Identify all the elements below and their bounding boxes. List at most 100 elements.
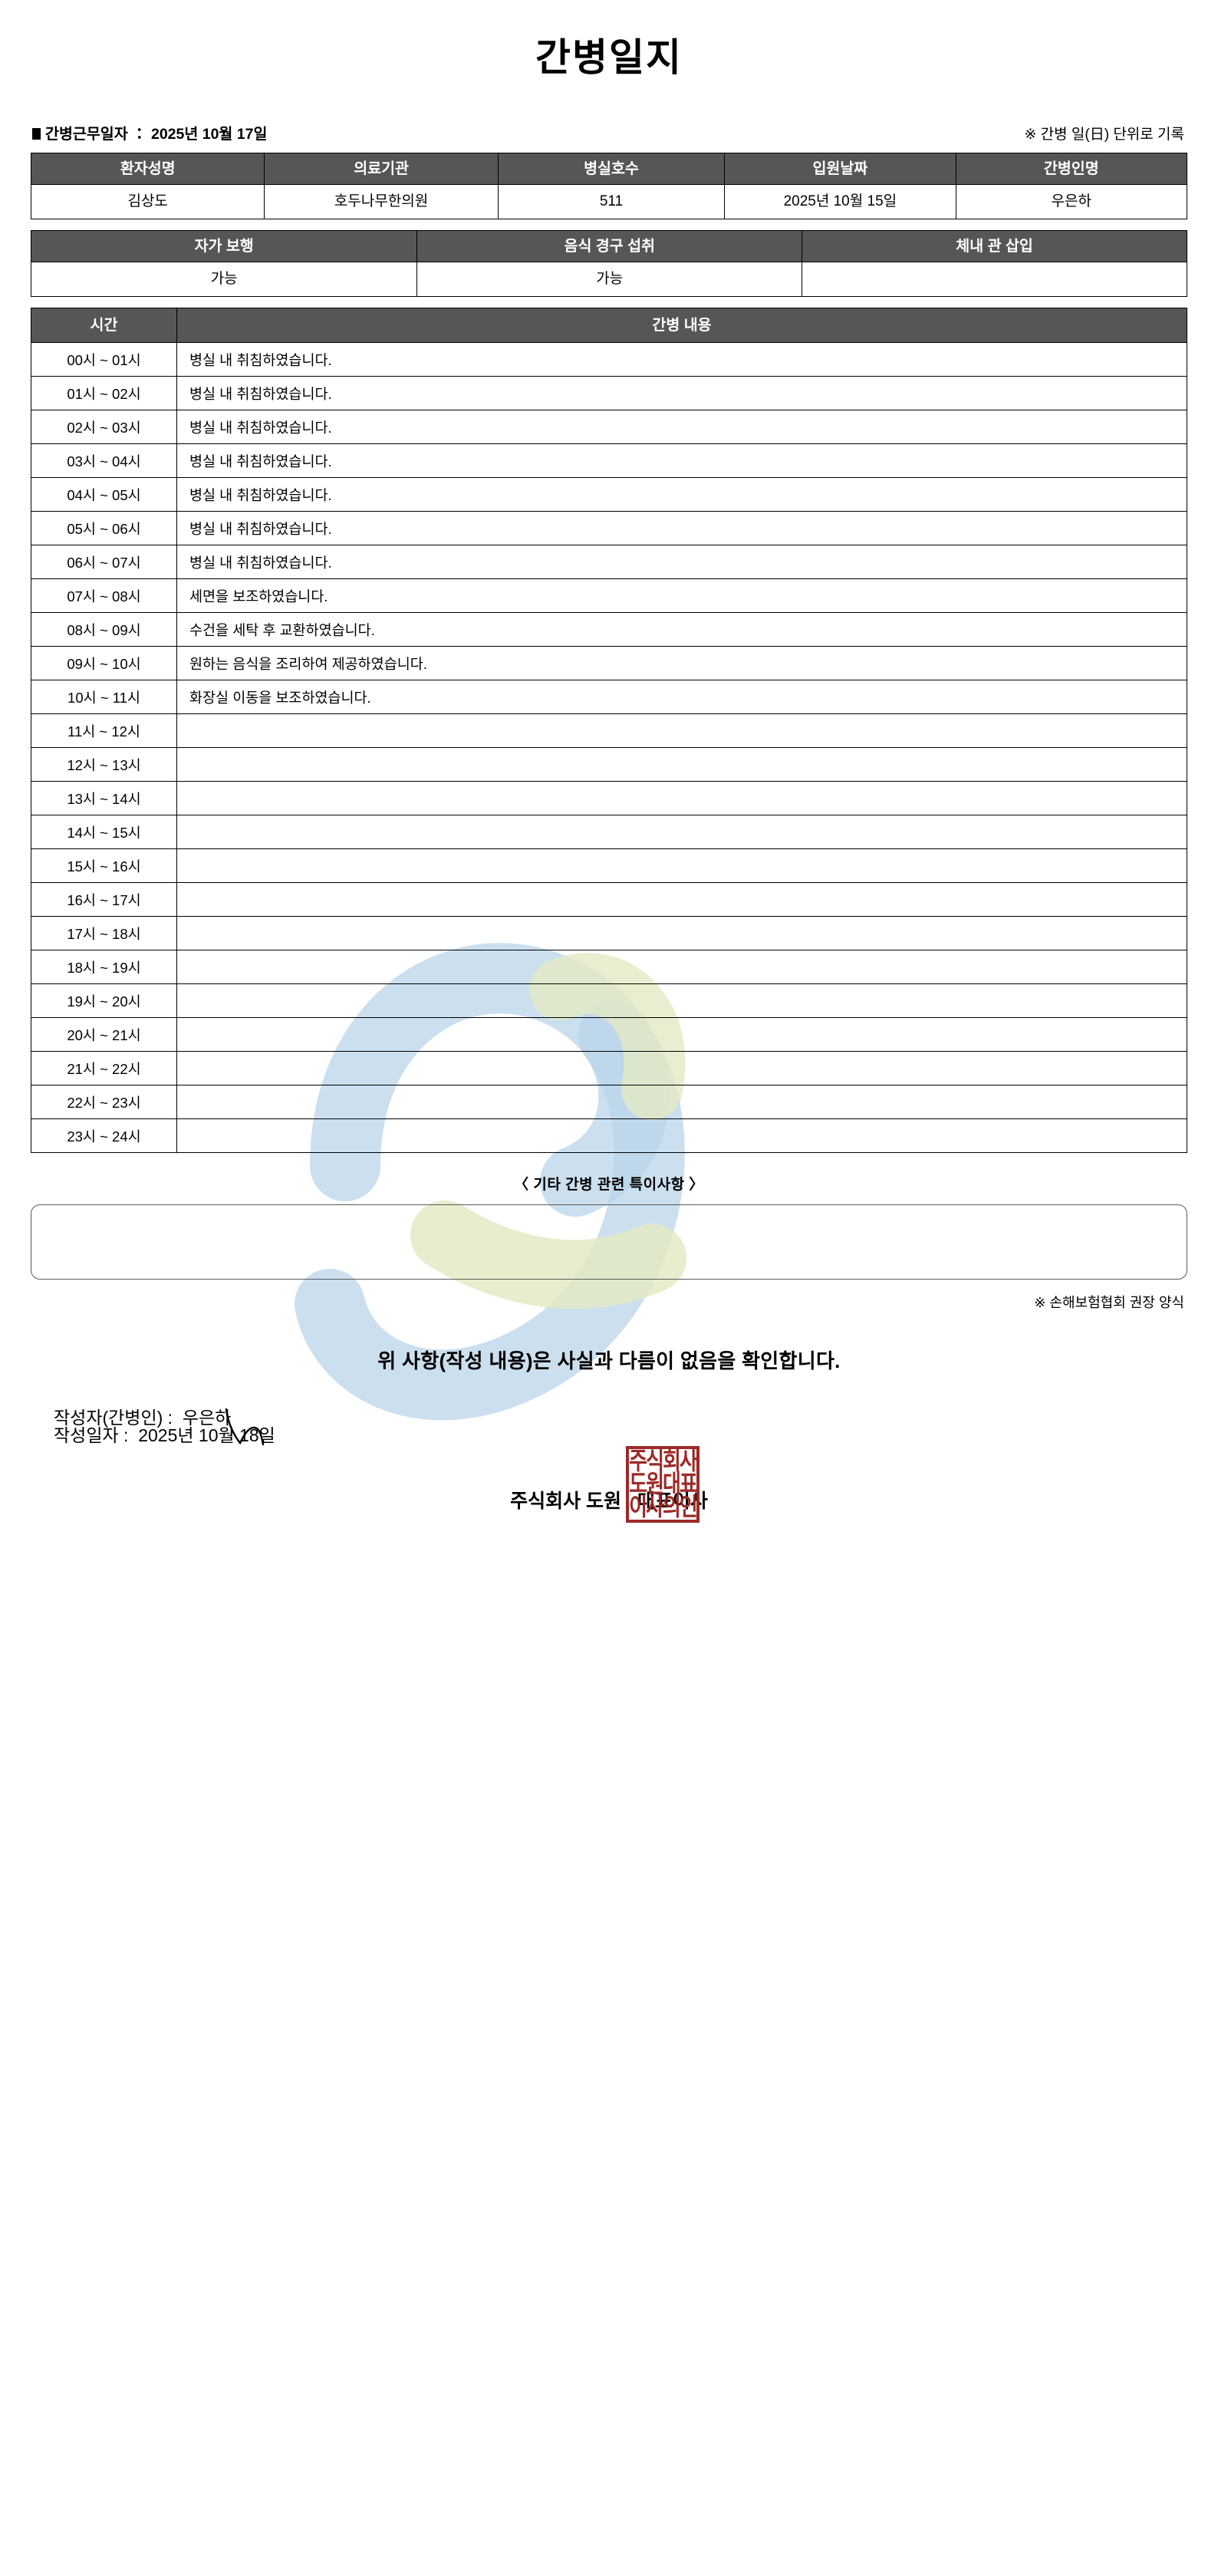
- cell-time: 00시 ~ 01시: [31, 342, 177, 377]
- cell-care-content[interactable]: [176, 747, 1187, 782]
- work-date: 간병근무일자 ： 2025년 10월 17일: [32, 121, 267, 143]
- cell-care-content[interactable]: 원하는 음식을 조리하여 제공하였습니다.: [176, 646, 1187, 680]
- table-row: 23시 ~ 24시: [31, 1118, 1187, 1153]
- cell-time: 14시 ~ 15시: [31, 815, 177, 849]
- cell-time: 06시 ~ 07시: [31, 545, 177, 579]
- table-row: 08시 ~ 09시 수건을 세탁 후 교환하였습니다.: [31, 612, 1187, 647]
- th-time: 시간: [31, 308, 177, 343]
- condition-header-row: 자가 보행 음식 경구 섭취 체내 관 삽입: [30, 230, 1187, 262]
- cell-time: 11시 ~ 12시: [31, 713, 177, 748]
- cell-time: 20시 ~ 21시: [31, 1017, 177, 1052]
- table-row: 18시 ~ 19시: [31, 950, 1187, 984]
- cell-time: 03시 ~ 04시: [31, 443, 177, 478]
- td-admission-date[interactable]: 2025년 10월 15일: [724, 184, 956, 219]
- td-patient-name[interactable]: 김상도: [30, 184, 265, 219]
- cell-time: 21시 ~ 22시: [31, 1051, 177, 1085]
- cell-care-content[interactable]: [176, 882, 1187, 917]
- th-medical-institution: 의료기관: [264, 153, 499, 185]
- cell-time: 09시 ~ 10시: [31, 646, 177, 680]
- cell-time: 08시 ~ 09시: [31, 612, 177, 647]
- table-row: 19시 ~ 20시: [31, 983, 1187, 1018]
- record-unit-note: ※ 간병 일(日) 단위로 기록: [1024, 127, 1184, 143]
- table-row: 21시 ~ 22시: [31, 1051, 1187, 1085]
- cell-care-content[interactable]: [176, 1085, 1187, 1119]
- cell-time: 13시 ~ 14시: [31, 781, 177, 815]
- cell-care-content[interactable]: [176, 950, 1187, 984]
- cell-time: 04시 ~ 05시: [31, 477, 177, 512]
- cell-care-content[interactable]: [176, 713, 1187, 748]
- table-row: 04시 ~ 05시 병실 내 취침하였습니다.: [31, 477, 1187, 512]
- table-row: 13시 ~ 14시: [31, 781, 1187, 815]
- patient-info-table: 환자성명 의료기관 병실호수 입원날짜 간병인명 김상도 호두나무한의원 511…: [30, 153, 1188, 219]
- table-row: 20시 ~ 21시: [31, 1017, 1187, 1052]
- table-row: 02시 ~ 03시 병실 내 취침하였습니다.: [31, 410, 1187, 444]
- cell-time: 10시 ~ 11시: [31, 680, 177, 714]
- td-caregiver-name[interactable]: 우은하: [955, 184, 1188, 219]
- th-care-content: 간병 내용: [176, 308, 1187, 343]
- work-date-value: 2025년 10월 17일: [150, 126, 268, 143]
- table-row: 05시 ~ 06시 병실 내 취침하였습니다.: [31, 511, 1187, 545]
- cell-care-content[interactable]: [176, 848, 1187, 883]
- cell-time: 22시 ~ 23시: [31, 1085, 177, 1119]
- cell-care-content[interactable]: 병실 내 취침하였습니다.: [176, 511, 1187, 545]
- table-row: 15시 ~ 16시: [31, 848, 1187, 883]
- confirmation-statement: 위 사항(작성 내용)은 사실과 다름이 없음을 확인합니다.: [377, 1349, 841, 1372]
- condition-value-row: 가능 가능: [30, 262, 1187, 297]
- td-medical-institution[interactable]: 호두나무한의원: [264, 184, 499, 219]
- cell-care-content[interactable]: [176, 815, 1187, 849]
- td-internal-tube[interactable]: [802, 262, 1187, 297]
- cell-care-content[interactable]: [176, 1051, 1187, 1085]
- hourly-log-table: 시간 간병 내용 00시 ~ 01시 병실 내 취침하였습니다. 01시 ~ 02시…: [31, 308, 1187, 1153]
- cell-care-content[interactable]: 화장실 이동을 보조하였습니다.: [176, 680, 1187, 714]
- company-seal-stamp: 주식회사 도원대표 이사의인: [626, 1446, 700, 1523]
- table-row: 07시 ~ 08시 세면을 보조하였습니다.: [31, 578, 1187, 613]
- th-internal-tube: 체내 관 삽입: [802, 230, 1187, 262]
- seal-line-3: 이사의인: [629, 1493, 698, 1522]
- cell-care-content[interactable]: 병실 내 취침하였습니다.: [176, 477, 1187, 512]
- table-row: 22시 ~ 23시: [31, 1085, 1187, 1119]
- td-oral-food-intake[interactable]: 가능: [416, 262, 803, 297]
- cell-time: 15시 ~ 16시: [31, 848, 177, 883]
- cell-care-content[interactable]: 수건을 세탁 후 교환하였습니다.: [176, 612, 1187, 647]
- cell-time: 16시 ~ 17시: [31, 882, 177, 917]
- cell-care-content[interactable]: 세면을 보조하였습니다.: [176, 578, 1187, 613]
- seal-line-1: 주식회사: [629, 1447, 698, 1476]
- th-room-number: 병실호수: [497, 153, 726, 185]
- cell-care-content[interactable]: [176, 1017, 1187, 1052]
- remarks-box[interactable]: [31, 1204, 1187, 1280]
- remarks-caption: 〈 기타 간병 관련 특이사항 〉: [514, 1177, 704, 1193]
- cell-care-content[interactable]: [176, 983, 1187, 1018]
- condition-table: 자가 보행 음식 경구 섭취 체내 관 삽입 가능 가능: [30, 230, 1187, 297]
- table-row: 16시 ~ 17시: [31, 882, 1187, 917]
- work-date-label: 간병근무일자 ：: [45, 126, 147, 143]
- table-row: 14시 ~ 15시: [31, 815, 1187, 849]
- table-row: 10시 ~ 11시 화장실 이동을 보조하였습니다.: [31, 680, 1187, 714]
- th-caregiver-name: 간병인명: [955, 153, 1188, 185]
- th-self-ambulation: 자가 보행: [30, 230, 418, 262]
- cell-time: 01시 ~ 02시: [31, 376, 177, 410]
- cell-time: 02시 ~ 03시: [31, 410, 177, 444]
- hourly-body: 00시 ~ 01시 병실 내 취침하였습니다. 01시 ~ 02시 병실 내 취침하였…: [31, 342, 1187, 1153]
- author-line: 작성자(간병인) : 우은하: [54, 1408, 232, 1428]
- cell-care-content[interactable]: 병실 내 취침하였습니다.: [176, 376, 1187, 410]
- cell-care-content[interactable]: 병실 내 취침하였습니다.: [176, 545, 1187, 579]
- company-name: 주식회사 도원 대표이사: [510, 1491, 708, 1512]
- cell-care-content[interactable]: 병실 내 취침하였습니다.: [176, 410, 1187, 444]
- th-admission-date: 입원날짜: [724, 153, 956, 185]
- cell-time: 18시 ~ 19시: [31, 950, 177, 984]
- company-row: 주식회사 도원 대표이사 주식회사 도원대표 이사의인: [31, 1446, 1187, 1523]
- cell-care-content[interactable]: [176, 916, 1187, 950]
- table-row: 11시 ~ 12시: [31, 713, 1187, 748]
- cell-care-content[interactable]: 병실 내 취침하였습니다.: [176, 443, 1187, 478]
- cell-care-content[interactable]: [176, 781, 1187, 815]
- td-room-number[interactable]: 511: [497, 184, 726, 219]
- cell-time: 19시 ~ 20시: [31, 983, 177, 1018]
- cell-care-content[interactable]: 병실 내 취침하였습니다.: [176, 342, 1187, 377]
- th-oral-food-intake: 음식 경구 섭취: [416, 230, 803, 262]
- bullet-square-icon: [32, 128, 41, 140]
- cell-care-content[interactable]: [176, 1118, 1187, 1153]
- table-row: 09시 ~ 10시 원하는 음식을 조리하여 제공하였습니다.: [31, 646, 1187, 680]
- patient-value-row: 김상도 호두나무한의원 511 2025년 10월 15일 우은하: [30, 184, 1188, 219]
- td-self-ambulation[interactable]: 가능: [30, 262, 418, 297]
